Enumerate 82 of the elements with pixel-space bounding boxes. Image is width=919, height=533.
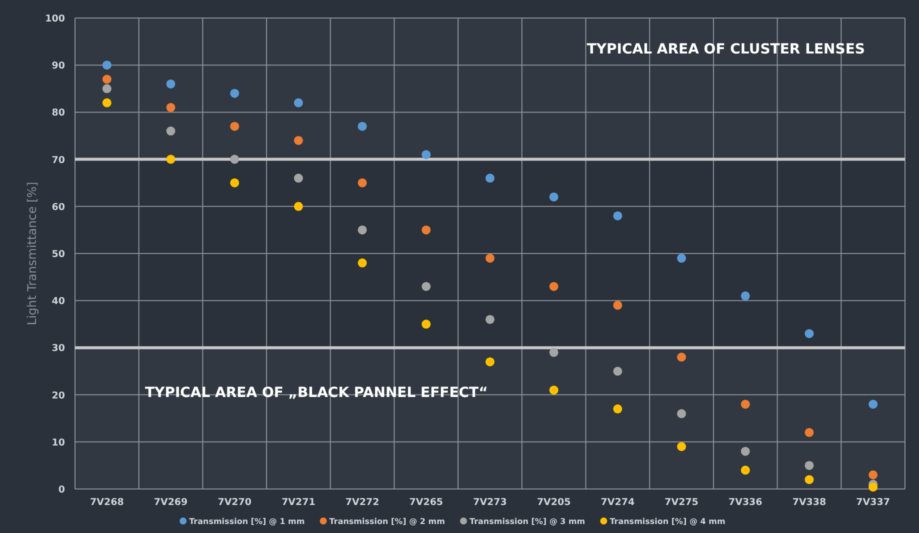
x-tick-label: 7V275	[664, 497, 698, 508]
y-axis-title: Light Transmittance [%]	[25, 182, 39, 326]
point	[358, 225, 367, 234]
point	[422, 225, 431, 234]
point	[677, 352, 686, 362]
band-label: TYPICAL AREA OF „BLACK PANNEL EFFECT“	[145, 385, 488, 402]
point	[549, 192, 558, 202]
point	[422, 320, 431, 329]
legend-label: Transmission [%] @ 3 mm	[470, 517, 586, 526]
y-tick-label: 80	[52, 108, 66, 119]
point	[166, 126, 176, 136]
x-tick-label: 7V273	[473, 497, 507, 508]
point	[677, 442, 686, 452]
x-tick-label: 7V265	[409, 497, 444, 508]
point	[549, 282, 558, 291]
x-tick-label: 7V205	[536, 497, 571, 508]
x-tick-label: 7V271	[282, 497, 316, 508]
legend-label: Transmission [%] @ 1 mm	[189, 517, 305, 526]
y-tick-label: 100	[45, 14, 66, 24]
point	[868, 482, 878, 492]
point	[294, 98, 303, 108]
point	[102, 60, 112, 70]
point	[740, 466, 750, 475]
y-tick-label: 70	[52, 154, 66, 166]
point	[294, 174, 303, 183]
x-tick-label: 7V269	[154, 497, 188, 508]
point	[230, 154, 240, 164]
point	[613, 300, 622, 310]
point	[230, 88, 240, 98]
point	[677, 254, 686, 263]
point	[422, 282, 431, 291]
band-label: TYPICAL AREA OF CLUSTER LENSES	[586, 41, 865, 58]
point	[230, 178, 240, 188]
point	[613, 404, 622, 414]
point	[166, 102, 176, 112]
point	[230, 122, 240, 131]
point	[868, 400, 878, 409]
y-tick-label: 60	[52, 202, 66, 213]
point	[358, 178, 367, 188]
legend-label: Transmission [%] @ 2 mm	[329, 517, 445, 526]
point	[358, 258, 367, 268]
point	[740, 291, 750, 300]
x-tick-label: 7V338	[792, 497, 827, 508]
legend-label: Transmission [%] @ 4 mm	[610, 517, 726, 526]
y-tick-label: 0	[58, 484, 66, 496]
point	[613, 366, 622, 376]
x-tick-label: 7V336	[728, 497, 763, 508]
y-tick-label: 50	[52, 249, 66, 260]
point	[102, 74, 112, 84]
point	[549, 348, 558, 357]
point	[549, 386, 558, 395]
point	[804, 329, 814, 338]
point	[294, 136, 303, 145]
point	[294, 202, 303, 211]
point	[166, 79, 176, 88]
point	[486, 357, 494, 366]
point	[868, 470, 878, 480]
point	[677, 409, 686, 418]
point	[804, 428, 814, 437]
y-tick-label: 30	[52, 343, 66, 354]
y-tick-label: 90	[52, 60, 66, 72]
point	[358, 122, 367, 131]
x-tick-label: 7V274	[600, 497, 635, 508]
x-tick-label: 7V272	[345, 497, 380, 508]
point	[166, 154, 176, 164]
x-tick-label: 7V270	[218, 497, 252, 508]
point	[486, 314, 494, 324]
point	[804, 475, 814, 484]
x-tick-label: 7V337	[856, 497, 890, 508]
y-tick-label: 40	[52, 296, 66, 308]
x-tick-label: 7V268	[90, 497, 124, 508]
point	[486, 174, 494, 183]
point	[102, 84, 112, 94]
y-tick-label: 10	[52, 437, 66, 448]
point	[740, 446, 750, 456]
y-tick-label: 20	[52, 390, 66, 402]
point	[740, 400, 750, 409]
point	[486, 254, 494, 263]
point	[613, 211, 622, 220]
point	[422, 150, 431, 160]
point	[804, 460, 814, 470]
point	[102, 98, 112, 108]
